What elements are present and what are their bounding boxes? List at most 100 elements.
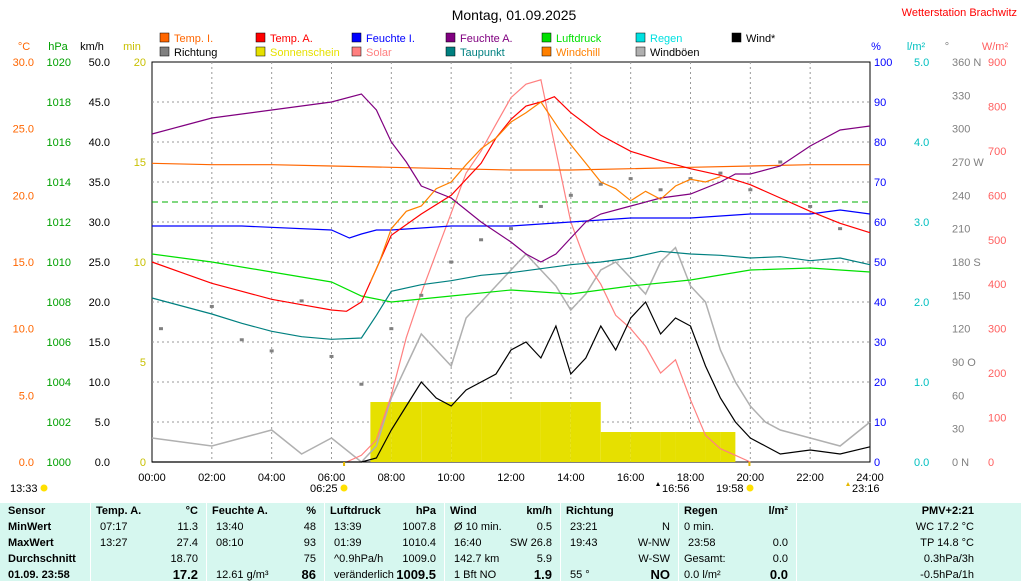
series-line-feuchte-a [151, 93, 871, 263]
axis-tick-label: 30.0 [89, 217, 110, 229]
stats-value: 86 [301, 567, 316, 581]
axis-tick-label: 330 [952, 90, 970, 102]
stats-value: 1009.5 [396, 567, 436, 581]
sun-icon [746, 484, 754, 492]
stats-unit: % [306, 505, 316, 517]
sunshine-bar [451, 402, 482, 462]
stats-header: Wind [450, 505, 477, 517]
stats-value: WC 17.2 °C [915, 521, 974, 533]
direction-point [688, 177, 693, 181]
axis-tick-label: 30 [874, 337, 886, 349]
x-tick-label: 08:00 [378, 472, 406, 484]
sun-icon [340, 484, 348, 492]
axis-unit-label: km/h [80, 41, 104, 53]
series-line-luftdruck [151, 253, 871, 303]
stats-value: -0.5hPa/1h [920, 569, 974, 581]
sunshine-bar [600, 432, 631, 462]
axis-tick-label: 180 S [952, 257, 981, 269]
stats-value: 1007.8 [402, 521, 436, 533]
x-tick-label: 00:00 [138, 472, 166, 484]
stats-header: Regen [684, 505, 718, 517]
series-line-taupunkt [151, 250, 871, 340]
axis-tick-label: 0 [874, 457, 880, 469]
stats-time: 16:40 [454, 537, 482, 549]
direction-point [419, 293, 424, 297]
x-tick-label: 10:00 [437, 472, 465, 484]
axis-unit-label: % [871, 41, 881, 53]
axis-tick-label: 30.0 [13, 57, 34, 69]
series-line-temp-a [151, 95, 871, 312]
axis-tick-label: 1008 [47, 297, 71, 309]
axis-tick-label: 1.0 [914, 377, 929, 389]
stats-time: 55 ° [570, 569, 590, 581]
stats-value: 1010.4 [402, 537, 436, 549]
axis-tick-label: 10.0 [13, 324, 34, 336]
x-tick-label: 14:00 [557, 472, 585, 484]
direction-point [628, 177, 633, 181]
axis-tick-label: 60 [874, 217, 886, 229]
axis-tick-label: 4.0 [914, 137, 929, 149]
direction-point [509, 227, 513, 231]
sunshine-bar [570, 402, 601, 462]
stats-pmv-col: PMV+2:21 WC 17.2 °C TP 14.8 °C 0.3hPa/3h… [798, 503, 978, 581]
series-line-solar [346, 79, 751, 463]
axis-tick-label: 300 [952, 124, 970, 136]
axis-tick-label: 5.0 [19, 390, 34, 402]
stats-value: 0.0 [769, 567, 788, 581]
series-line-wind [152, 300, 871, 463]
axis-tick-label: 360 N [952, 57, 981, 69]
series-line-feuchte-i [152, 209, 871, 239]
axis-tick-label: 5.0 [914, 57, 929, 69]
stats-time: 13:40 [216, 521, 244, 533]
moon-icon [846, 482, 850, 486]
x-tick-label: 06:00 [318, 472, 346, 484]
x-tick-label: 12:00 [497, 472, 525, 484]
sun-icon [40, 484, 48, 492]
direction-point [778, 160, 783, 164]
time-marker-label: 06:25 [310, 483, 338, 495]
stats-value: 11.3 [177, 521, 198, 533]
direction-point [838, 227, 843, 231]
axis-unit-label: hPa [48, 41, 68, 53]
axis-tick-label: 20.0 [13, 190, 34, 202]
stats-time: 08:10 [216, 537, 244, 549]
axis-tick-label: 5.0 [95, 417, 110, 429]
chart-title: Montag, 01.09.2025 [452, 7, 577, 23]
time-marker-label: 16:56 [662, 483, 690, 495]
stats-value: W-SW [638, 553, 670, 565]
axis-tick-label: 3.0 [914, 217, 929, 229]
axis-tick-label: 90 [874, 97, 886, 109]
axis-tick-label: 15 [134, 157, 146, 169]
stats-value: NO [650, 567, 671, 581]
time-marker-label: 13:33 [10, 483, 38, 495]
stats-unit: hPa [415, 505, 436, 517]
stats-time: 13:39 [334, 521, 362, 533]
axis-tick-label: 1000 [47, 457, 71, 469]
legend-label: Temp. A. [270, 33, 313, 45]
stats-time: 19:43 [570, 537, 598, 549]
axis-tick-label: 200 [988, 368, 1006, 380]
weather-chart: Montag, 01.09.2025 Wetterstation Brachwi… [10, 7, 1017, 495]
axis-tick-label: 70 [874, 177, 886, 189]
legend-swatch [635, 32, 646, 43]
stats-pressure-col: Luftdruck hPa 13:39 1007.8 01:39 1010.4 ^0.… [326, 503, 442, 581]
axis-tick-label: 80 [874, 137, 886, 149]
direction-point [538, 204, 543, 208]
axis-tick-label: 5 [140, 357, 146, 369]
stats-wind-col: Wind km/h Ø 10 min. 0.5 16:40 SW 26.8 142.7… [446, 503, 558, 581]
legend-label: Feuchte A. [460, 33, 513, 45]
stats-time: Gesamt: [684, 553, 726, 565]
stats-value: 48 [303, 521, 316, 533]
stats-value: 0.5 [536, 521, 552, 533]
axis-unit-label: min [123, 41, 141, 53]
axis-tick-label: 15.0 [13, 257, 34, 269]
stats-value: 18.70 [170, 553, 198, 565]
stats-value: 0.0 [772, 553, 788, 565]
axis-tick-label: 0 [140, 457, 146, 469]
axis-tick-label: 1012 [47, 217, 71, 229]
stats-header: PMV+2:21 [921, 505, 974, 517]
stats-unit: °C [185, 505, 198, 517]
sunshine-bar [705, 432, 721, 462]
axis-tick-label: 300 [988, 324, 1006, 336]
legend-swatch [159, 46, 170, 57]
